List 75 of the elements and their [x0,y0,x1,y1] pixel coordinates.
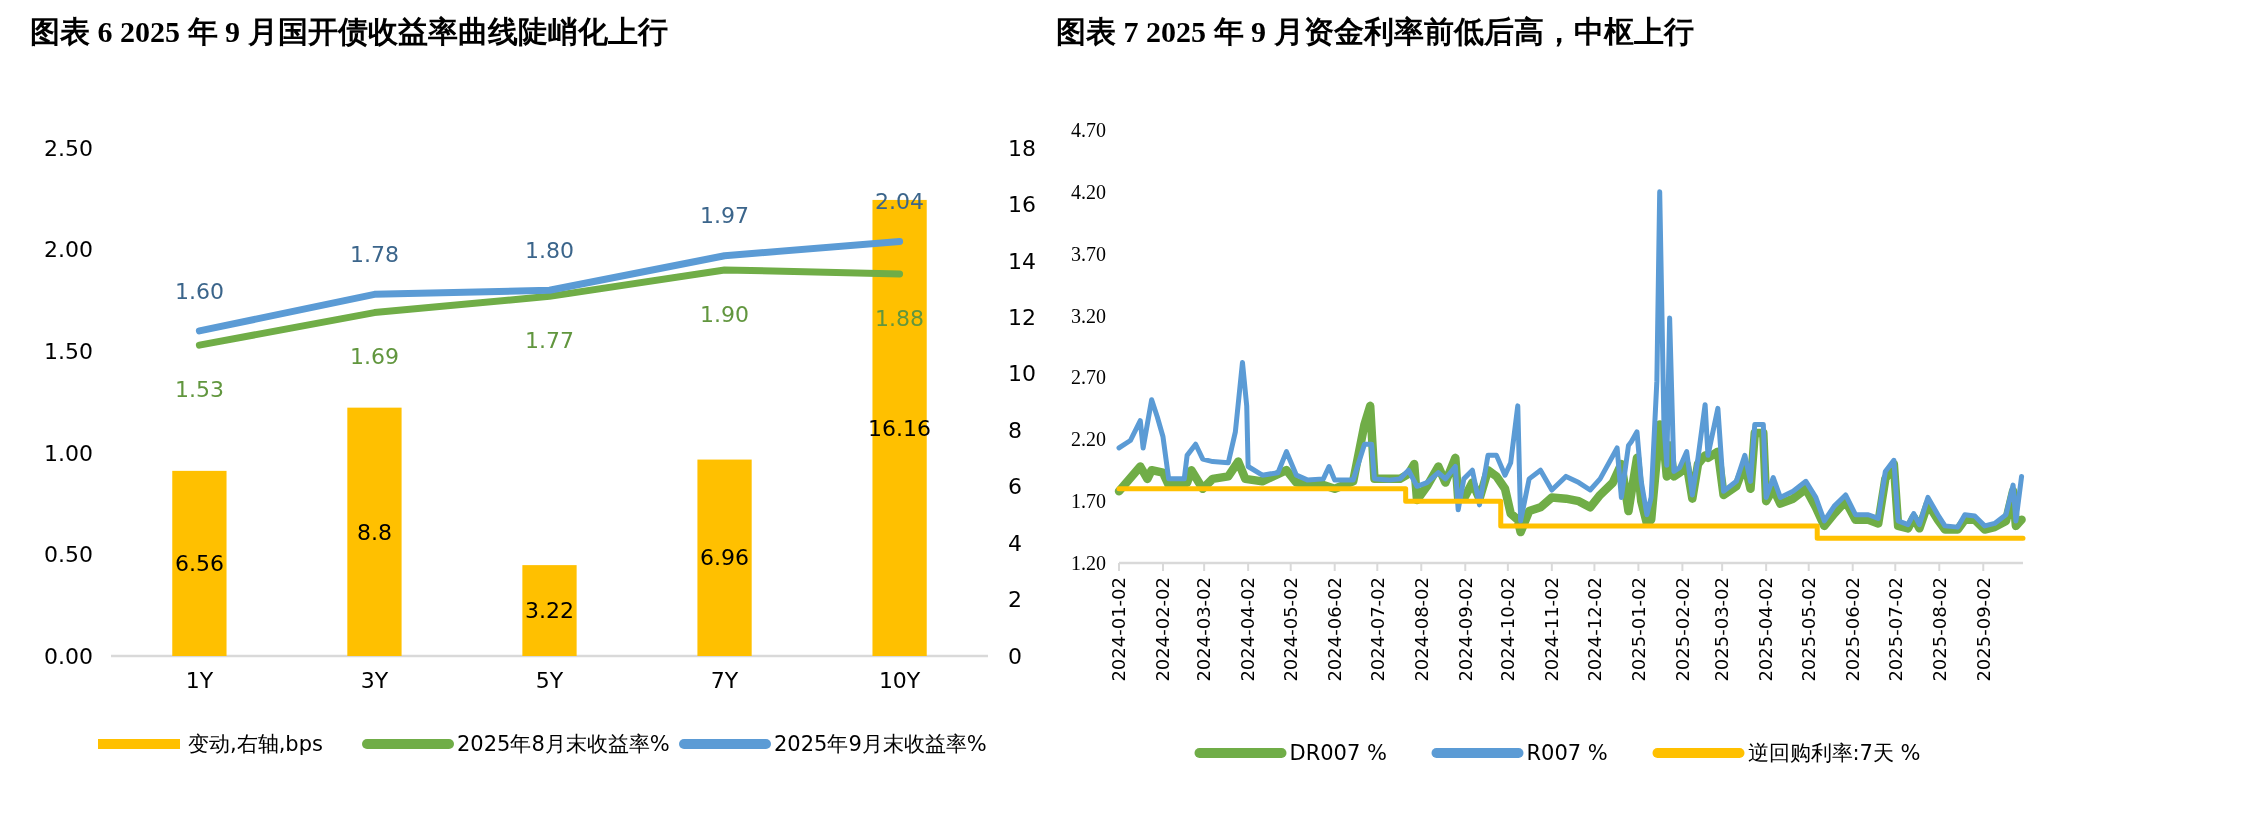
y2-tick-label: 18 [1008,135,1036,161]
x-tick-label: 2025-04-02 [1755,577,1777,682]
x-tick-label: 2024-01-02 [1108,577,1130,682]
data-label: 1.77 [525,328,574,354]
y2-tick-label: 12 [1008,305,1036,331]
y2-tick-label: 10 [1008,361,1036,387]
bar [522,565,577,656]
y-tick-label: 2.20 [1071,428,1106,451]
x-tick-label: 2024-04-02 [1237,577,1259,682]
data-label: 1.88 [875,305,925,331]
x-tick-label: 2025-08-02 [1928,577,1950,682]
x-tick-label: 2025-06-02 [1842,577,1863,682]
x-tick-label: 2025-02-02 [1671,577,1693,682]
x-tick-label: 2024-11-02 [1541,577,1563,682]
y-tick-label: 1.00 [44,440,93,466]
x-tick-label: 5Y [535,668,564,693]
x-tick-label: 2024-02-02 [1152,577,1174,682]
data-label: 6.96 [700,545,750,571]
x-tick-label: 2024-03-02 [1193,577,1215,682]
data-label: 1.97 [700,203,750,229]
y-tick-label: 3.20 [1071,304,1106,327]
legend-label: 2025年9月末收益率% [774,732,987,757]
data-label: 1.69 [349,344,399,370]
x-tick-label: 2024-09-02 [1454,577,1476,682]
y-tick-label: 1.20 [1071,552,1106,574]
data-label: 1.80 [525,237,574,263]
legend-label: 逆回购利率:7天 % [1747,741,1921,766]
x-tick-label: 2025-03-02 [1711,577,1733,682]
y2-tick-label: 4 [1008,530,1022,556]
y2-tick-label: 2 [1008,587,1022,613]
x-tick-label: 3Y [360,668,389,693]
y-tick-label: 0.00 [44,643,93,669]
x-tick-label: 2025-05-02 [1798,577,1820,682]
data-label: 1.60 [174,278,224,304]
y-tick-label: 3.70 [1071,242,1106,265]
legend-label: 2025年8月末收益率% [457,732,670,757]
data-label: 8.8 [356,519,392,545]
x-tick-label: 2025-09-02 [1972,577,1994,682]
y2-tick-label: 0 [1008,643,1022,669]
y-tick-label: 2.50 [44,135,93,161]
x-tick-label: 2024-06-02 [1324,577,1346,682]
x-tick-label: 1Y [185,668,214,693]
legend-label: 变动,右轴,bps [188,732,323,757]
x-tick-label: 2024-07-02 [1366,577,1388,682]
x-tick-label: 2024-05-02 [1280,577,1302,682]
x-tick-label: 2024-12-02 [1583,577,1605,682]
x-tick-label: 2025-07-02 [1884,577,1906,682]
bar [172,470,227,656]
chart-title: 图表 7 2025 年 9 月资金利率前低后高，中枢上行 [1056,15,1694,48]
y-tick-label: 4.20 [1071,180,1106,203]
x-tick-label: 2024-10-02 [1497,577,1519,682]
x-tick-label: 10Y [878,668,921,693]
y-tick-label: 2.70 [1071,366,1106,389]
y-tick-label: 1.70 [1071,490,1106,513]
data-label: 6.56 [174,551,224,577]
data-label: 1.53 [174,376,224,402]
y2-tick-label: 6 [1008,474,1022,500]
bar [347,407,402,656]
data-label: 3.22 [525,598,574,624]
y2-tick-label: 14 [1008,248,1036,274]
legend-label: R007 % [1526,741,1608,766]
y-tick-label: 0.50 [44,542,93,568]
x-tick-label: 7Y [710,668,739,693]
legend-label: DR007 % [1289,741,1387,766]
y-tick-label: 2.00 [44,237,93,263]
y-tick-label: 4.70 [1071,119,1106,141]
x-tick-label: 2025-01-02 [1627,577,1649,682]
y2-tick-label: 8 [1008,417,1022,443]
bar [697,459,752,656]
x-tick-label: 2024-08-02 [1410,577,1432,682]
y-tick-label: 1.50 [44,338,93,364]
chart-title: 图表 6 2025 年 9 月国开债收益率曲线陡峭化上行 [30,15,668,48]
data-label: 1.78 [349,242,399,267]
data-label: 1.90 [700,301,750,327]
y2-tick-label: 16 [1008,192,1036,218]
